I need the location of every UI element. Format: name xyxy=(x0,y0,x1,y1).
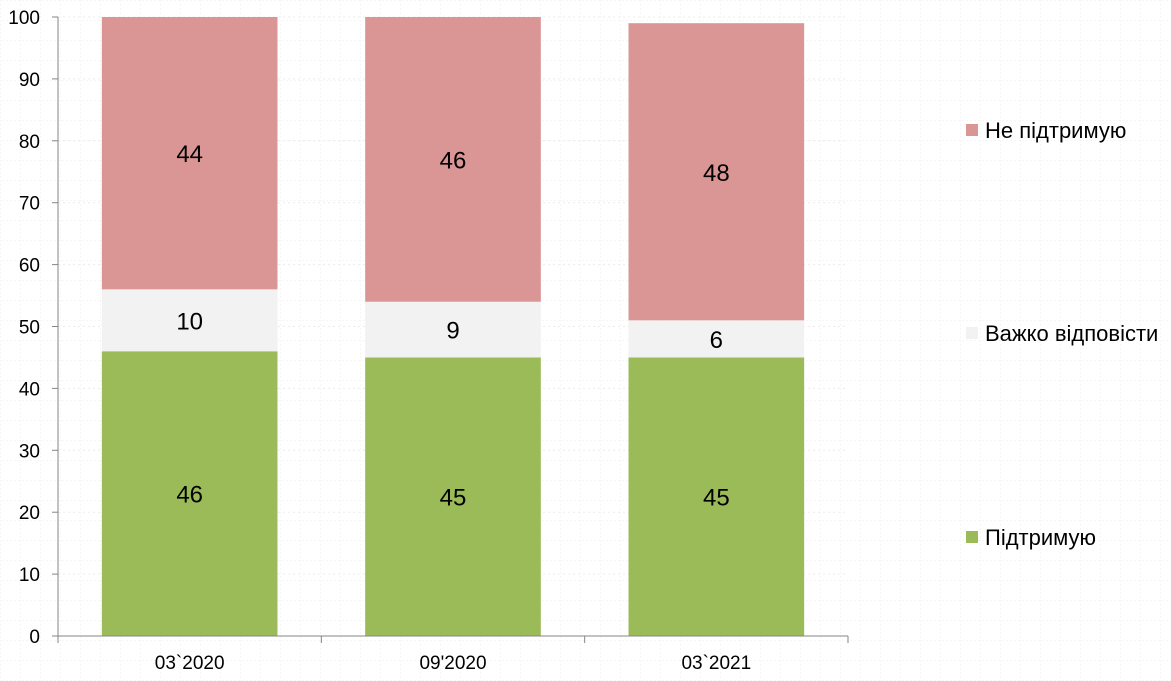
bar-segment-підтримую xyxy=(101,351,278,636)
data-label-підтримую: 45 xyxy=(703,485,730,512)
data-labels-group: 46 10 44 45 9 46 45 6 48 xyxy=(176,141,729,512)
data-label-важко-відповісти: 6 xyxy=(710,327,723,354)
legend-label-підтримую: Підтримую xyxy=(985,525,1096,550)
legend: Не підтримую Важко відповісти Підтримую xyxy=(966,118,1158,550)
bar-segment-не-підтримую xyxy=(101,17,278,290)
x-tick-label: 03`2020 xyxy=(155,653,225,674)
legend-swatch-важко-відповісти xyxy=(966,327,978,339)
y-tick-label: 40 xyxy=(19,379,40,400)
data-label-не-підтримую: 48 xyxy=(703,160,730,187)
legend-swatch-не-підтримую xyxy=(966,124,978,136)
legend-swatch-підтримую xyxy=(966,531,978,543)
y-tick-label: 10 xyxy=(19,565,40,586)
bar-segment-не-підтримую xyxy=(365,17,541,302)
data-label-не-підтримую: 46 xyxy=(440,147,467,174)
y-tick-label: 30 xyxy=(19,441,40,462)
data-label-не-підтримую: 44 xyxy=(176,141,203,168)
y-tick-label: 100 xyxy=(8,8,40,29)
data-label-важко-відповісти: 10 xyxy=(176,308,203,335)
bars-group xyxy=(101,17,805,636)
y-tick-label: 0 xyxy=(29,627,40,648)
y-tick-label: 50 xyxy=(19,318,40,339)
data-label-підтримую: 45 xyxy=(440,485,467,512)
legend-label-важко-відповісти: Важко відповісти xyxy=(985,321,1158,346)
y-tick-label: 80 xyxy=(19,132,40,153)
y-tick-label: 60 xyxy=(19,256,40,277)
bar-segment-важко-відповісти xyxy=(101,289,278,352)
y-tick-label: 90 xyxy=(19,70,40,91)
y-axis-ticks: 0 10 20 30 40 50 60 70 80 90 100 xyxy=(8,8,58,648)
x-tick-label: 09'2020 xyxy=(419,653,486,674)
bar-segment-не-підтримую xyxy=(628,23,805,321)
data-label-підтримую: 46 xyxy=(176,482,203,509)
x-tick-label: 03`2021 xyxy=(681,653,751,674)
legend-label-не-підтримую: Не підтримую xyxy=(985,118,1126,143)
x-axis-ticks: 03`2020 09'2020 03`2021 xyxy=(57,636,849,674)
y-tick-label: 20 xyxy=(19,503,40,524)
y-tick-label: 70 xyxy=(19,194,40,215)
bar-segment-підтримую xyxy=(365,357,541,636)
bar-segment-підтримую xyxy=(628,357,805,636)
bar-segment-важко-відповісти xyxy=(628,320,805,358)
bar-segment-важко-відповісти xyxy=(365,301,541,358)
data-label-важко-відповісти: 9 xyxy=(446,318,459,345)
